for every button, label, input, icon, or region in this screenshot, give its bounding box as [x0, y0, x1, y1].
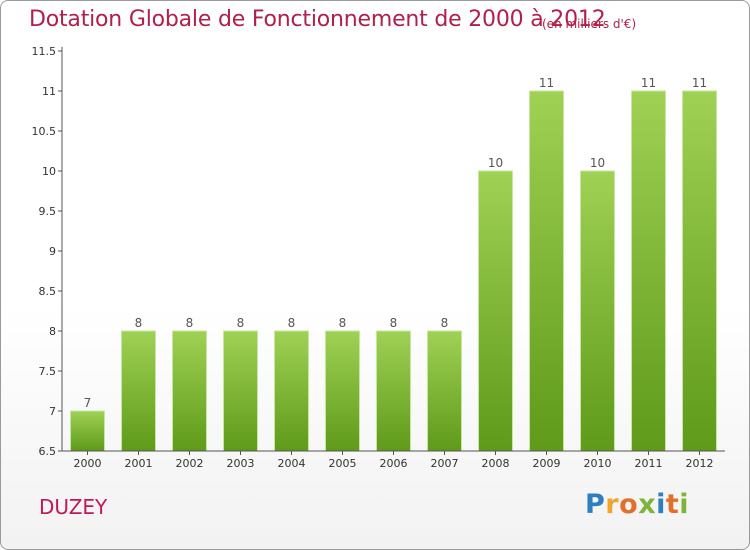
x-tick-label-2008: 2008 [482, 457, 510, 470]
value-label-2011: 11 [641, 76, 656, 90]
proxiti-logo: Proxiti [585, 489, 689, 520]
bar-2010 [580, 170, 615, 452]
bar-2000 [70, 410, 105, 452]
y-tick-label: 8 [49, 325, 56, 338]
chart-subtitle: (en milliers d'€) [542, 17, 637, 31]
x-tick-label-2003: 2003 [227, 457, 255, 470]
value-label-2012: 11 [692, 76, 707, 90]
bar-2011 [631, 90, 666, 452]
x-tick-label-2007: 2007 [431, 457, 459, 470]
value-label-2010: 10 [590, 156, 605, 170]
x-tick-label-2001: 2001 [125, 457, 153, 470]
bar-2003 [223, 330, 258, 452]
y-tick-label: 8.5 [39, 285, 57, 298]
y-tick-label: 7.5 [39, 365, 57, 378]
bar-2002 [172, 330, 207, 452]
chart-title: Dotation Globale de Fonctionnement de 20… [29, 7, 606, 32]
x-tick-label-2000: 2000 [74, 457, 102, 470]
bar-2007 [427, 330, 462, 452]
y-tick-label: 10.5 [32, 125, 57, 138]
x-tick-label-2012: 2012 [686, 457, 714, 470]
value-label-2004: 8 [288, 316, 296, 330]
y-tick-label: 7 [49, 405, 56, 418]
bar-2004 [274, 330, 309, 452]
logo-letter: o [619, 489, 639, 520]
logo-letter: r [605, 489, 620, 520]
x-tick-label-2011: 2011 [635, 457, 663, 470]
value-label-2007: 8 [441, 316, 449, 330]
bar-2012 [682, 90, 717, 452]
value-label-2000: 7 [84, 396, 92, 410]
x-tick-label-2010: 2010 [584, 457, 612, 470]
y-tick-label: 10 [42, 165, 56, 178]
bar-2009 [529, 90, 564, 452]
value-label-2001: 8 [135, 316, 143, 330]
logo-letter: P [585, 489, 606, 520]
value-label-2003: 8 [237, 316, 245, 330]
y-tick-label: 6.5 [39, 445, 57, 458]
y-tick-label: 9 [49, 245, 56, 258]
value-label-2005: 8 [339, 316, 347, 330]
x-tick-label-2005: 2005 [329, 457, 357, 470]
commune-name: DUZEY [39, 495, 108, 519]
value-label-2009: 11 [539, 76, 554, 90]
bar-2001 [121, 330, 156, 452]
value-label-2008: 10 [488, 156, 503, 170]
x-tick-label-2004: 2004 [278, 457, 306, 470]
x-tick-label-2002: 2002 [176, 457, 204, 470]
x-tick-label-2009: 2009 [533, 457, 561, 470]
y-tick-label: 11 [42, 85, 56, 98]
logo-letter: t [665, 489, 680, 520]
logo-letter: i [679, 489, 690, 520]
value-label-2006: 8 [390, 316, 398, 330]
value-label-2002: 8 [186, 316, 194, 330]
bar-2008 [478, 170, 513, 452]
bar-2006 [376, 330, 411, 452]
y-tick-label: 11.5 [32, 45, 57, 58]
logo-letter: i [656, 489, 666, 520]
x-tick-label-2006: 2006 [380, 457, 408, 470]
bar-2005 [325, 330, 360, 452]
logo-letter: x [638, 489, 657, 520]
y-tick-label: 9.5 [39, 205, 57, 218]
